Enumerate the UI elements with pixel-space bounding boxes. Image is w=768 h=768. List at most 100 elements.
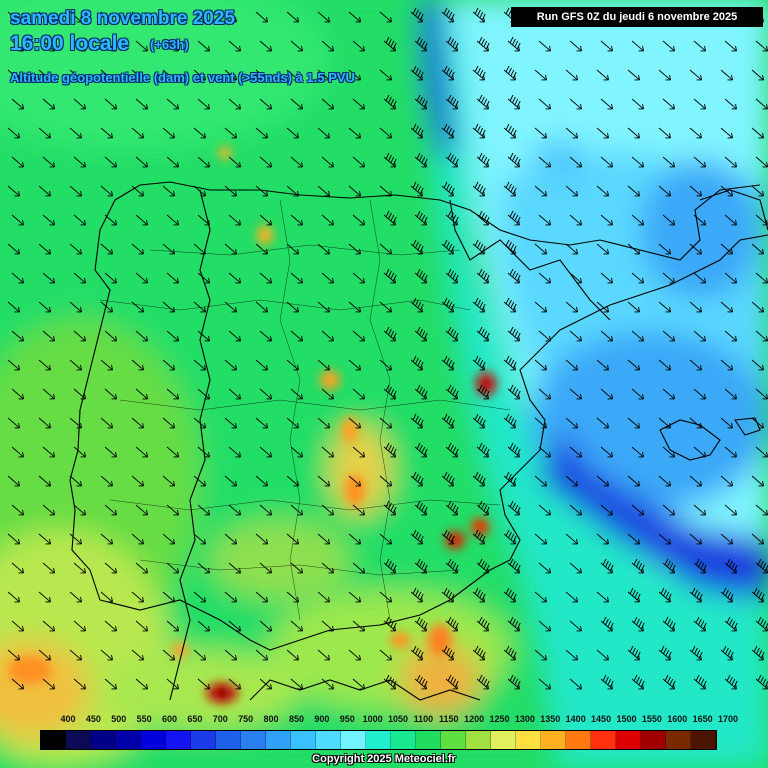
wind-arrow	[193, 591, 206, 603]
wind-arrow	[38, 649, 51, 661]
wind-arrow	[631, 558, 645, 574]
legend-swatch	[191, 731, 216, 749]
wind-arrow	[73, 562, 86, 574]
wind-arrow	[321, 504, 334, 516]
wind-arrow	[42, 562, 55, 574]
coastlines-borders	[69, 181, 768, 701]
wind-arrow	[162, 11, 175, 23]
wind-arrow	[724, 388, 737, 400]
wind-arrow	[7, 301, 20, 313]
wind-arrow	[224, 301, 237, 313]
wind-arrow	[69, 243, 82, 255]
wind-arrow	[596, 185, 609, 197]
wind-arrow	[42, 272, 55, 284]
wind-arrow	[104, 446, 117, 458]
legend-label: 500	[111, 714, 127, 724]
wind-arrow	[135, 156, 148, 168]
wind-arrow	[228, 98, 241, 110]
wind-arrow	[538, 156, 551, 168]
legend-swatch	[441, 731, 466, 749]
wind-arrow	[693, 446, 706, 458]
wind-arrow	[600, 330, 613, 342]
wind-arrow	[414, 152, 428, 168]
wind-arrow	[751, 301, 764, 313]
wind-arrow	[751, 417, 764, 429]
wind-arrow	[441, 7, 455, 23]
legend-label: 650	[187, 714, 203, 724]
wind-arrow	[751, 533, 764, 545]
wind-arrow	[348, 475, 361, 487]
wind-arrow	[100, 127, 113, 139]
wind-arrow	[224, 359, 237, 371]
wind-arrow	[224, 185, 237, 197]
wind-arrow	[596, 417, 609, 429]
wind-arrow	[352, 620, 365, 632]
wind-arrow	[724, 156, 737, 168]
wind-arrow	[104, 272, 117, 284]
wind-arrow	[286, 127, 299, 139]
wind-arrow	[290, 98, 303, 110]
wind-arrow	[290, 562, 303, 574]
wind-arrow	[662, 40, 675, 52]
wind-arrow	[69, 69, 82, 81]
wind-arrow	[321, 678, 334, 690]
wind-arrow	[472, 413, 486, 429]
wind-arrow	[472, 239, 486, 255]
wind-arrow	[507, 442, 521, 458]
wind-arrow	[197, 388, 210, 400]
legend-swatch	[241, 731, 266, 749]
wind-arrow	[259, 562, 272, 574]
wind-arrow	[197, 156, 210, 168]
wind-arrow	[472, 7, 486, 23]
wind-arrow	[348, 533, 361, 545]
wind-arrow	[131, 11, 144, 23]
wind-arrow	[631, 330, 644, 342]
wind-arrow	[11, 330, 24, 342]
wind-arrow	[383, 558, 397, 574]
wind-arrow	[627, 475, 640, 487]
wind-arrow	[42, 214, 55, 226]
wind-arrow	[193, 359, 206, 371]
wind-arrow	[321, 156, 334, 168]
wind-arrow	[197, 40, 210, 52]
legend-swatch	[41, 731, 66, 749]
wind-arrow	[259, 272, 272, 284]
wind-arrow	[7, 591, 20, 603]
wind-arrow	[69, 11, 82, 23]
wind-arrow	[445, 500, 459, 516]
legend-label: 1050	[387, 714, 409, 724]
wind-arrow	[693, 504, 706, 516]
wind-arrow	[290, 40, 303, 52]
wind-arrow	[538, 40, 551, 52]
wind-arrow	[255, 359, 268, 371]
wind-arrow	[73, 620, 86, 632]
wind-arrow	[352, 446, 365, 458]
wind-arrow	[600, 388, 613, 400]
wind-arrow	[100, 185, 113, 197]
wind-arrow	[197, 214, 210, 226]
wind-arrow	[565, 417, 578, 429]
wind-arrow	[255, 475, 268, 487]
legend-label: 1000	[362, 714, 383, 724]
wind-arrow	[383, 36, 397, 52]
legend-label: 1300	[514, 714, 535, 724]
wind-arrow	[131, 475, 144, 487]
wind-arrow	[348, 417, 361, 429]
wind-arrow	[445, 210, 459, 226]
wind-arrow	[414, 558, 428, 574]
legend-swatch	[291, 731, 316, 749]
wind-arrow	[348, 185, 361, 197]
wind-arrow	[507, 94, 521, 110]
wind-arrow	[228, 504, 241, 516]
wind-arrow	[286, 243, 299, 255]
wind-arrow	[565, 127, 578, 139]
legend-label: 850	[288, 714, 304, 724]
wind-arrow	[383, 326, 397, 342]
wind-arrow	[383, 384, 397, 400]
wind-arrow	[534, 185, 547, 197]
wind-arrow	[193, 185, 206, 197]
wind-arrow	[290, 214, 303, 226]
wind-arrow	[135, 272, 148, 284]
wind-arrow	[73, 272, 86, 284]
legend-label: 950	[339, 714, 355, 724]
